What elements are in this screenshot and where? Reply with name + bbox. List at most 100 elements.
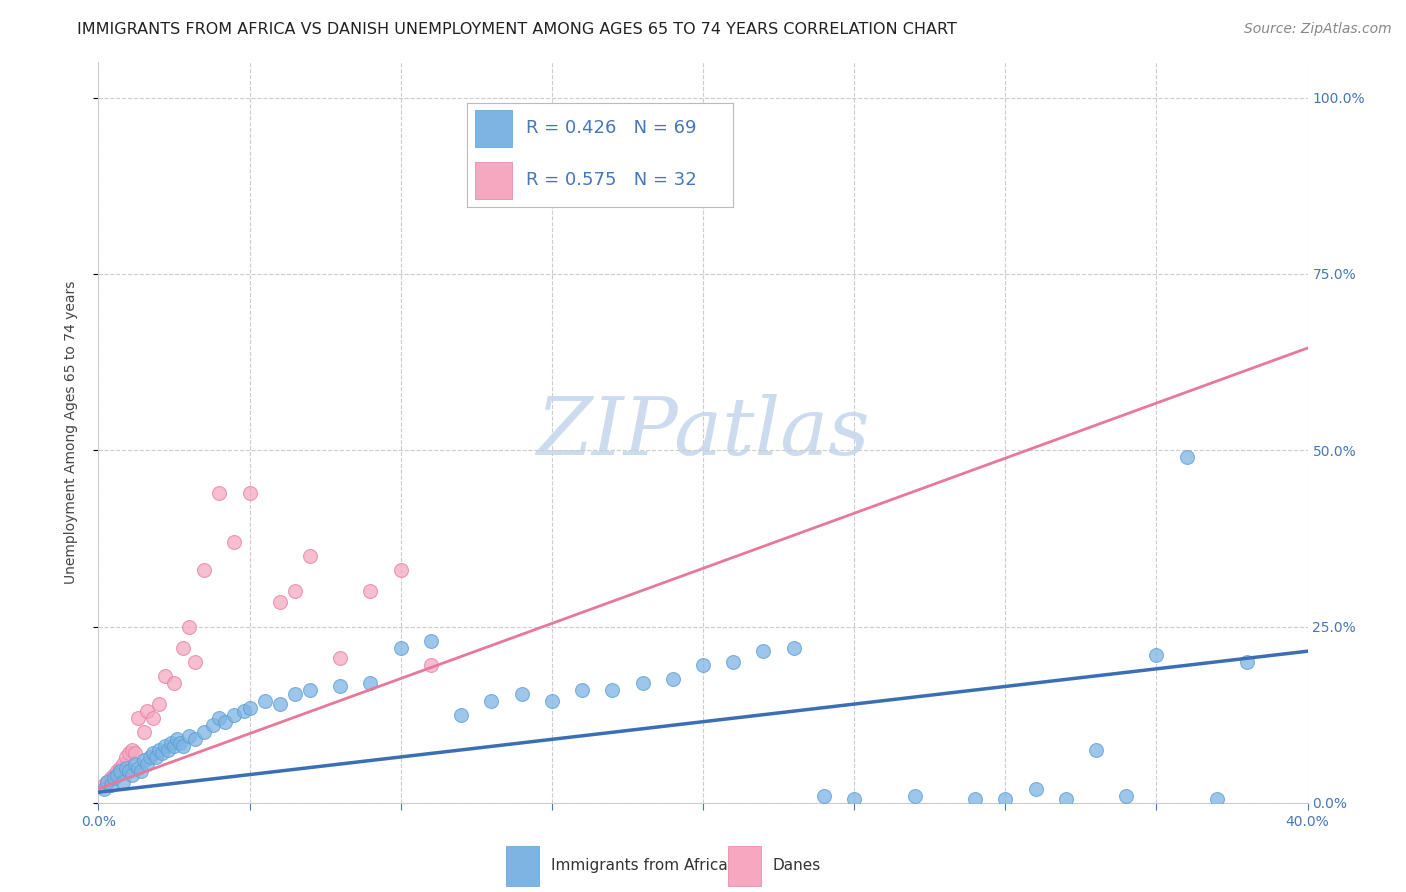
Point (160, 736, 183, 750)
Point (239, 700, 262, 714)
Point (299, 549, 322, 563)
Point (752, 644, 775, 658)
Point (103, 767, 125, 781)
Point (108, 760, 131, 774)
Point (571, 683, 593, 698)
Point (692, 658, 714, 673)
Point (1085, 743, 1108, 757)
Point (214, 714, 236, 729)
Point (111, 757, 134, 772)
Point (105, 767, 128, 781)
Point (389, 563, 412, 577)
Point (124, 747, 146, 761)
Point (1144, 648, 1167, 662)
Point (450, 707, 472, 722)
Point (510, 686, 533, 700)
Point (145, 750, 167, 764)
Point (481, 693, 503, 707)
Point (224, 535, 246, 549)
Point (156, 743, 179, 757)
Point (904, 789, 927, 803)
Point (1024, 781, 1046, 796)
Point (153, 739, 176, 754)
Point (232, 704, 254, 718)
Point (783, 640, 806, 655)
Point (163, 739, 186, 754)
Point (360, 676, 382, 690)
Point (121, 743, 143, 757)
Point (135, 757, 157, 772)
Text: Source: ZipAtlas.com: Source: ZipAtlas.com (1244, 22, 1392, 37)
Point (118, 764, 141, 778)
Point (135, 704, 157, 718)
Point (105, 764, 128, 778)
Point (163, 676, 186, 690)
Point (1206, 792, 1229, 806)
Point (208, 485, 231, 500)
Point (172, 640, 194, 655)
Point (148, 743, 170, 757)
Point (100, 778, 122, 792)
Point (1115, 789, 1137, 803)
Point (420, 633, 443, 648)
Point (389, 640, 412, 655)
Point (179, 619, 201, 633)
Point (114, 750, 136, 764)
Point (114, 760, 136, 774)
Point (329, 651, 352, 665)
Point (150, 747, 173, 761)
Point (118, 747, 141, 761)
Point (139, 750, 162, 764)
Point (239, 485, 262, 500)
Point (96, 774, 118, 789)
Point (1236, 655, 1258, 669)
Point (813, 789, 835, 803)
Point (284, 584, 307, 599)
Y-axis label: Unemployment Among Ages 65 to 74 years: Unemployment Among Ages 65 to 74 years (63, 281, 77, 584)
Point (202, 718, 225, 732)
Point (253, 693, 276, 707)
Point (360, 584, 382, 599)
Point (124, 757, 146, 772)
Point (132, 725, 155, 739)
Point (184, 732, 207, 747)
Point (723, 655, 745, 669)
Point (142, 711, 165, 725)
Point (661, 673, 683, 687)
Point (329, 680, 352, 694)
Point (208, 711, 231, 725)
Text: ZIPatlas: ZIPatlas (536, 394, 870, 471)
Point (193, 563, 215, 577)
Point (193, 725, 215, 739)
Point (127, 711, 149, 725)
Point (184, 655, 207, 669)
Point (142, 747, 165, 761)
Point (103, 771, 125, 785)
Point (100, 771, 122, 785)
Point (631, 676, 654, 690)
Point (1175, 450, 1198, 465)
Point (224, 707, 246, 722)
Point (96, 774, 118, 789)
Point (299, 683, 322, 698)
Point (169, 736, 191, 750)
Point (269, 595, 291, 609)
Text: IMMIGRANTS FROM AFRICA VS DANISH UNEMPLOYMENT AMONG AGES 65 TO 74 YEARS CORRELAT: IMMIGRANTS FROM AFRICA VS DANISH UNEMPLO… (77, 22, 957, 37)
Point (127, 760, 149, 774)
Point (284, 686, 307, 700)
Point (179, 729, 201, 743)
Point (269, 697, 291, 711)
Point (111, 774, 134, 789)
Point (93, 781, 115, 796)
Point (540, 693, 562, 707)
Point (166, 732, 188, 747)
Point (148, 697, 170, 711)
Point (129, 764, 152, 778)
Point (420, 658, 443, 673)
Point (1054, 792, 1077, 806)
Point (108, 764, 131, 778)
Point (172, 739, 194, 754)
Point (93, 778, 115, 792)
Point (965, 792, 987, 806)
Point (121, 767, 143, 781)
